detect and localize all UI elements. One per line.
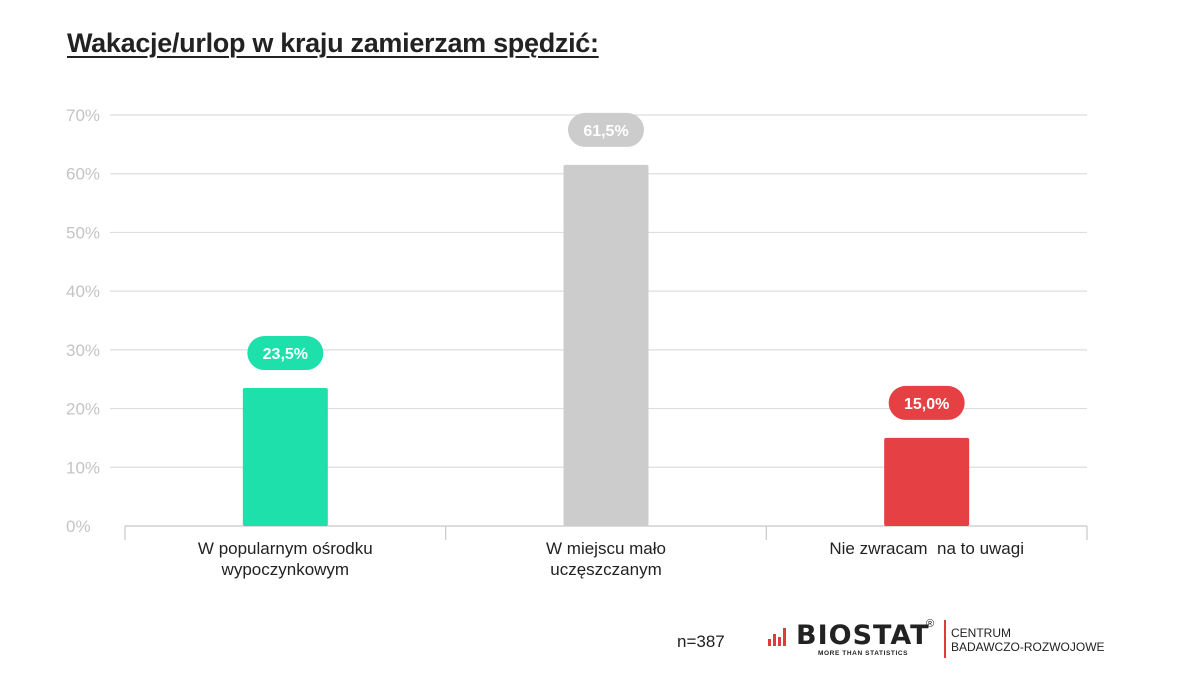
value-label: 61,5%: [583, 123, 628, 140]
logo-separator: [944, 620, 946, 658]
chart-title: Wakacje/urlop w kraju zamierzam spędzić:: [67, 28, 599, 58]
value-label: 23,5%: [263, 346, 308, 363]
category-label: W miejscu mało: [546, 539, 666, 558]
value-label-pill: [888, 385, 965, 420]
category-label: wypoczynkowym: [221, 560, 350, 579]
category-label: uczęszczanym: [550, 560, 661, 579]
bar: [563, 164, 649, 526]
category-label: Nie zwracam na to uwagi: [829, 539, 1024, 558]
bar: [242, 388, 328, 526]
sample-size-label: n=387: [677, 632, 725, 651]
y-tick-label: 70%: [66, 106, 100, 125]
category-label: W popularnym ośrodku: [198, 539, 373, 558]
logo-bars-icon: [768, 626, 790, 646]
value-label-pill: [247, 336, 324, 371]
y-tick-label: 20%: [66, 400, 100, 419]
logo-subtitle-line2: BADAWCZO-ROZWOJOWE: [951, 640, 1105, 654]
y-tick-label: 60%: [66, 165, 100, 184]
y-tick-label: 0%: [66, 517, 91, 536]
logo-registered-mark: ®: [926, 618, 935, 630]
y-tick-label: 50%: [66, 223, 100, 242]
value-label: 15,0%: [904, 396, 949, 413]
y-tick-label: 30%: [66, 341, 100, 360]
logo-wordmark: BIOSTAT: [796, 620, 930, 651]
y-tick-label: 10%: [66, 458, 100, 477]
y-tick-label: 40%: [66, 282, 100, 301]
bar: [884, 437, 970, 526]
logo-tagline: MORE THAN STATISTICS: [818, 650, 909, 657]
value-label-pill: [568, 112, 644, 147]
logo-subtitle: CENTRUM BADAWCZO-ROZWOJOWE: [951, 626, 1105, 654]
logo-subtitle-line1: CENTRUM: [951, 626, 1011, 640]
